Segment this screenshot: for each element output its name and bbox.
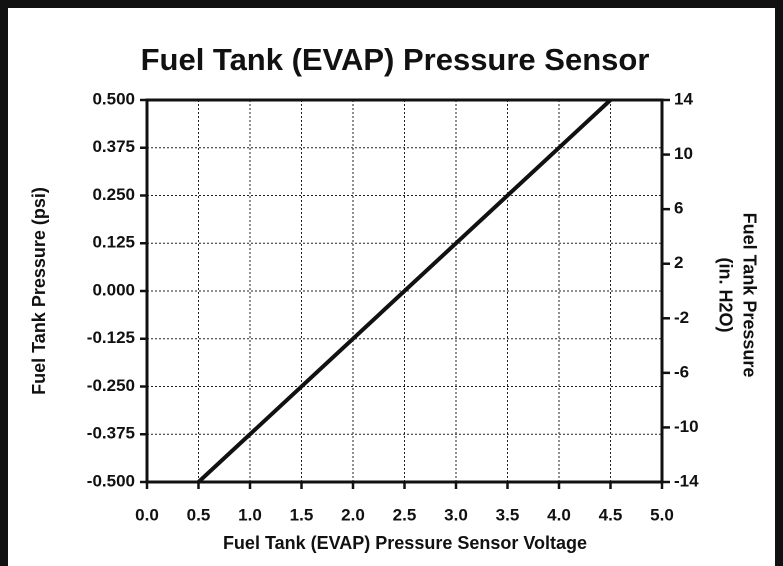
x-tick-label: 2.5 [393, 505, 417, 524]
y-tick-label: -0.375 [87, 424, 135, 443]
y-tick-label: 0.000 [92, 280, 135, 299]
y2-axis-title: Fuel Tank Pressure [739, 213, 759, 378]
x-tick-label: 0.0 [135, 505, 159, 524]
chart-title: Fuel Tank (EVAP) Pressure Sensor [141, 42, 650, 77]
x-axis-title: Fuel Tank (EVAP) Pressure Sensor Voltage [223, 533, 587, 553]
y-tick-label: 0.375 [92, 137, 135, 156]
plot-border [145, 98, 664, 484]
y-tick-label: 0.250 [92, 185, 135, 204]
y-axis-title: Fuel Tank Pressure (psi) [29, 187, 49, 395]
y2-tick-label: -6 [674, 362, 689, 381]
x-tick-label: 1.0 [238, 505, 262, 524]
data-line [197, 98, 612, 484]
y2-axis-title: (in. H2O) [715, 258, 735, 333]
y-tick-label: 0.500 [92, 89, 135, 108]
y2-tick-label: 6 [674, 199, 683, 218]
x-tick-label: 3.0 [444, 505, 468, 524]
y2-tick-label: 14 [674, 89, 693, 108]
y2-tick-label: -2 [674, 308, 689, 327]
y-tick-label: -0.125 [87, 328, 135, 347]
y2-tick-label: 2 [674, 253, 683, 272]
y2-tick-label: -14 [674, 471, 699, 490]
y2-tick-label: -10 [674, 417, 699, 436]
x-tick-label: 3.5 [496, 505, 520, 524]
y2-tick-label: 10 [674, 144, 693, 163]
y-tick-label: -0.500 [87, 471, 135, 490]
x-tick-label: 4.5 [599, 505, 623, 524]
x-tick-label: 4.0 [547, 505, 571, 524]
x-tick-label: 5.0 [650, 505, 674, 524]
x-tick-label: 1.5 [290, 505, 314, 524]
y-tick-label: 0.125 [92, 233, 135, 252]
x-tick-label: 0.5 [187, 505, 211, 524]
x-tick-label: 2.0 [341, 505, 365, 524]
y-tick-label: -0.250 [87, 376, 135, 395]
